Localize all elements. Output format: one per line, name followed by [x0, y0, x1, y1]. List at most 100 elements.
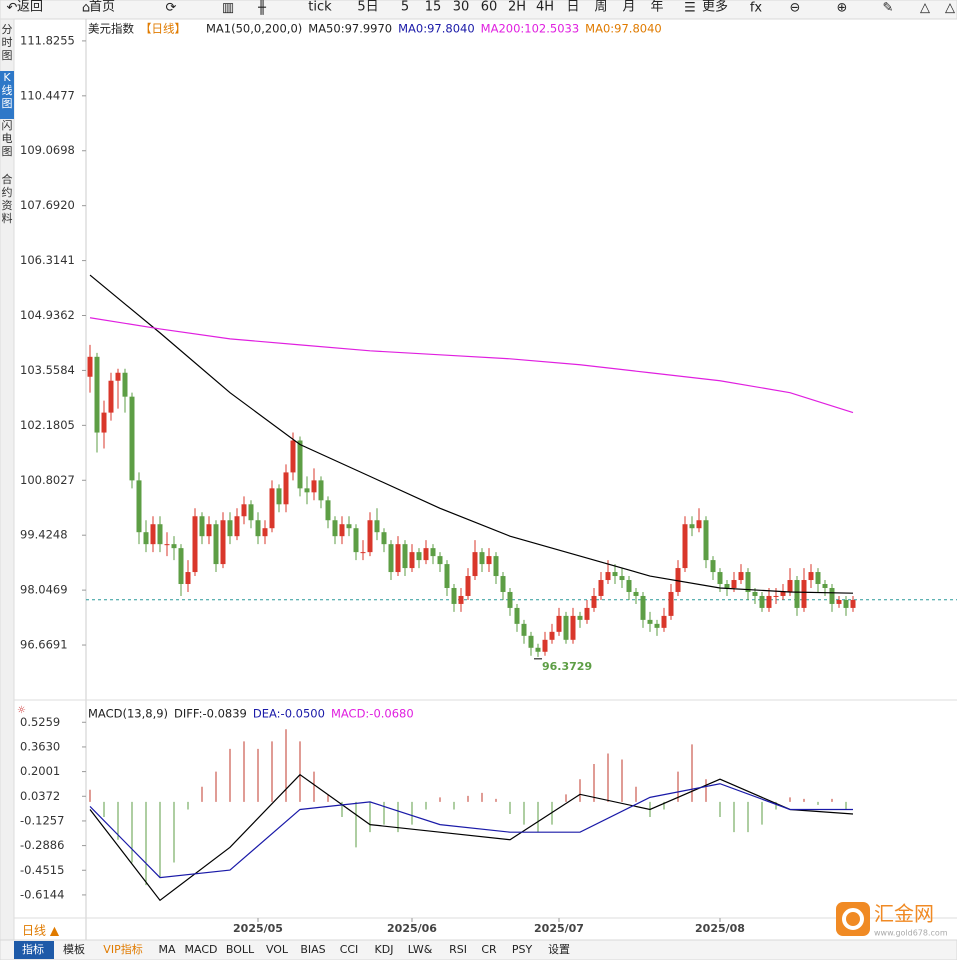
sidebar-tab[interactable]: 图	[2, 49, 13, 62]
legend-text: MACD:-0.0680	[331, 707, 414, 721]
toolbar-button[interactable]: 月	[622, 0, 635, 15]
candle-body	[157, 524, 163, 545]
x-tick-label: 2025/05	[233, 922, 283, 935]
candle-body	[269, 488, 275, 529]
candle-body	[178, 548, 184, 585]
x-tick-label: 2025/06	[387, 922, 437, 935]
toolbar-button[interactable]: 年	[650, 0, 663, 15]
candle-body	[444, 564, 450, 588]
sidebar-tab[interactable]: 时	[2, 36, 13, 49]
bottom-tab[interactable]: BOLL	[226, 943, 255, 956]
toolbar-icon[interactable]: ⟳	[166, 1, 177, 16]
candle-body	[108, 380, 114, 413]
candle-body	[724, 584, 730, 588]
toolbar-icon[interactable]: ╫	[257, 0, 266, 16]
toolbar-button[interactable]: 5	[401, 0, 409, 15]
toolbar-button[interactable]: 2H	[508, 0, 526, 15]
x-tick-label: 2025/08	[695, 922, 745, 935]
bottom-tab[interactable]: VIP指标	[103, 942, 142, 956]
candle-body	[227, 520, 233, 537]
candle-body	[570, 615, 576, 640]
toolbar-icon[interactable]: fx	[750, 1, 763, 16]
low-label: 96.3729	[542, 660, 592, 673]
legend-text: MACD(13,8,9)	[88, 707, 168, 721]
candle-body	[507, 591, 513, 608]
candle-body	[668, 591, 674, 616]
y-tick-label: -0.2886	[20, 838, 64, 852]
candle-body	[745, 572, 751, 592]
bottom-tab[interactable]: 指标	[22, 942, 44, 956]
candle-body	[682, 524, 688, 569]
candle-body	[262, 528, 268, 537]
bottom-tab[interactable]: VOL	[266, 943, 289, 956]
toolbar-button[interactable]: 4H	[536, 0, 554, 15]
bottom-tab[interactable]: PSY	[512, 943, 533, 956]
toolbar-icon[interactable]: ▥	[222, 1, 234, 16]
candle-body	[486, 556, 492, 565]
toolbar-button[interactable]: 60	[481, 0, 498, 15]
bottom-tab[interactable]: RSI	[449, 943, 467, 956]
bottom-tab[interactable]: 设置	[548, 943, 570, 956]
toolbar-button[interactable]: tick	[308, 0, 332, 15]
candle-body	[276, 488, 282, 505]
candle-body	[731, 580, 737, 588]
sidebar-tab[interactable]: 电	[2, 132, 13, 145]
sidebar-tab[interactable]: 图	[2, 145, 13, 158]
indicator-line	[89, 783, 853, 879]
settings-icon[interactable]: ☼	[17, 705, 26, 716]
bottom-tab[interactable]: 模板	[63, 942, 85, 956]
logo-url: www.gold678.com	[874, 929, 948, 938]
toolbar-button[interactable]: 5日	[357, 0, 378, 15]
candle-body	[479, 552, 485, 565]
toolbar-icon[interactable]: △	[920, 1, 930, 16]
toolbar-button[interactable]: 首页	[89, 0, 115, 15]
bottom-tab[interactable]: LW&	[408, 943, 433, 956]
candle-body	[374, 520, 380, 533]
toolbar-button[interactable]: 周	[594, 0, 607, 15]
toolbar-icon[interactable]: ✎	[883, 1, 894, 16]
sidebar-tab[interactable]: 图	[2, 97, 13, 110]
sidebar-tab[interactable]: 资	[2, 199, 13, 212]
toolbar-icon[interactable]: ↶	[7, 1, 18, 16]
sidebar-tab[interactable]: K	[3, 71, 11, 84]
candle-body	[794, 580, 800, 608]
bottom-tab[interactable]: BIAS	[300, 943, 325, 956]
candle-body	[850, 599, 856, 608]
candle-body	[381, 532, 387, 545]
toolbar-button[interactable]: 15	[425, 0, 442, 15]
bottom-tab[interactable]: MACD	[185, 943, 218, 956]
sidebar-tab[interactable]: 合	[2, 172, 13, 186]
y-tick-label: 99.4248	[20, 528, 68, 542]
toolbar-icon[interactable]: ⊖	[790, 1, 801, 16]
toolbar-icon[interactable]: ☰	[684, 1, 696, 16]
candle-body	[248, 504, 254, 521]
toolbar-button[interactable]: 返回	[17, 0, 43, 15]
toolbar-icon[interactable]: ⊕	[837, 1, 848, 16]
sidebar-tab[interactable]: 线	[2, 83, 13, 97]
sidebar-tab[interactable]: 闪	[2, 118, 13, 132]
candle-body	[318, 480, 324, 501]
toolbar-icon[interactable]: ⌂	[82, 1, 90, 16]
candle-body	[815, 572, 821, 585]
y-tick-label: 111.8255	[20, 33, 75, 47]
toolbar-button[interactable]: 更多	[702, 0, 728, 15]
candle-body	[500, 576, 506, 592]
sidebar-tab[interactable]: 分	[2, 23, 13, 36]
sidebar-tab[interactable]: 料	[2, 211, 13, 225]
toolbar-button[interactable]: 日	[566, 0, 579, 15]
period-switch[interactable]: 日线 ▲	[22, 924, 60, 938]
sidebar-tab[interactable]: 约	[2, 186, 13, 199]
toolbar-button[interactable]: 30	[453, 0, 470, 15]
bottom-tab[interactable]: MA	[158, 943, 175, 956]
legend-text: DEA:-0.0500	[253, 707, 325, 721]
bottom-tab[interactable]: CR	[481, 943, 497, 956]
candle-body	[766, 595, 772, 608]
bottom-tab[interactable]: KDJ	[375, 943, 394, 956]
candle-body	[563, 615, 569, 640]
candle-body	[94, 356, 100, 433]
bottom-tab[interactable]: CCI	[340, 943, 359, 956]
candle-body	[339, 524, 345, 537]
toolbar-icon[interactable]: △	[945, 1, 955, 16]
candle-body	[388, 544, 394, 573]
